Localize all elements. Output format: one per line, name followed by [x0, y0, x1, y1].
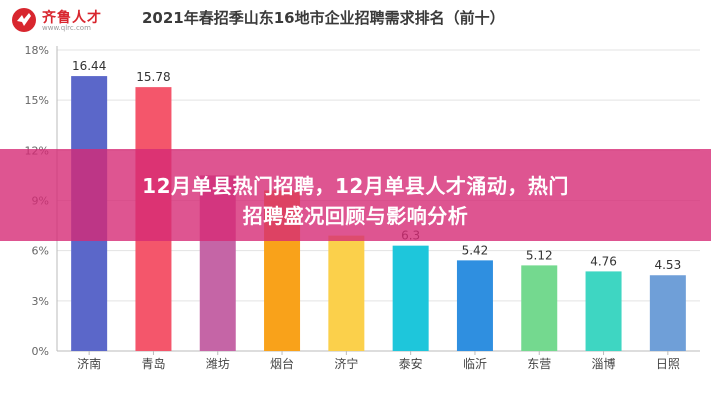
bar	[328, 235, 365, 351]
x-tick-label: 淄博	[592, 356, 616, 371]
y-tick-label: 3%	[32, 295, 49, 308]
bar	[585, 271, 622, 351]
x-tick-label: 济宁	[334, 356, 358, 371]
brand-logo-icon	[12, 8, 36, 32]
bar-value-label: 5.42	[462, 243, 489, 257]
x-tick-label: 潍坊	[206, 356, 230, 371]
y-tick-label: 15%	[25, 94, 49, 107]
x-tick-label: 临沂	[463, 357, 487, 371]
bar	[456, 260, 493, 351]
bar-value-label: 4.76	[590, 254, 617, 268]
headline-line-2: 招聘盛况回顾与影响分析	[242, 204, 469, 228]
y-tick-label: 6%	[32, 245, 49, 258]
x-tick-label: 济南	[77, 356, 101, 371]
brand-name: 齐鲁人才	[42, 10, 102, 26]
headline-banner: 12月单县热门招聘，12月单县人才涌动，热门 招聘盛况回顾与影响分析	[0, 149, 711, 241]
y-tick-label: 0%	[32, 345, 49, 358]
bar-value-label: 16.44	[72, 59, 106, 73]
x-tick-label: 青岛	[141, 356, 165, 371]
bar	[392, 245, 429, 351]
bar-value-label: 5.12	[526, 248, 553, 262]
brand-logo: 齐鲁人才 www.qlrc.com	[10, 6, 135, 36]
chart-title: 2021年春招季山东16地市企业招聘需求排名（前十）	[142, 9, 505, 27]
x-tick-label: 东营	[527, 357, 551, 371]
bar-value-label: 15.78	[136, 70, 170, 84]
x-tick-label: 日照	[656, 357, 680, 371]
bar	[649, 275, 686, 351]
brand-url: www.qlrc.com	[42, 24, 91, 32]
bar	[521, 265, 558, 351]
bar-value-label: 4.53	[654, 258, 681, 272]
y-tick-label: 18%	[25, 44, 49, 57]
headline-line-1: 12月单县热门招聘，12月单县人才涌动，热门	[142, 174, 569, 198]
x-tick-label: 烟台	[270, 356, 294, 371]
x-tick-label: 泰安	[399, 356, 423, 371]
header: 齐鲁人才 www.qlrc.com 2021年春招季山东16地市企业招聘需求排名…	[0, 0, 711, 36]
